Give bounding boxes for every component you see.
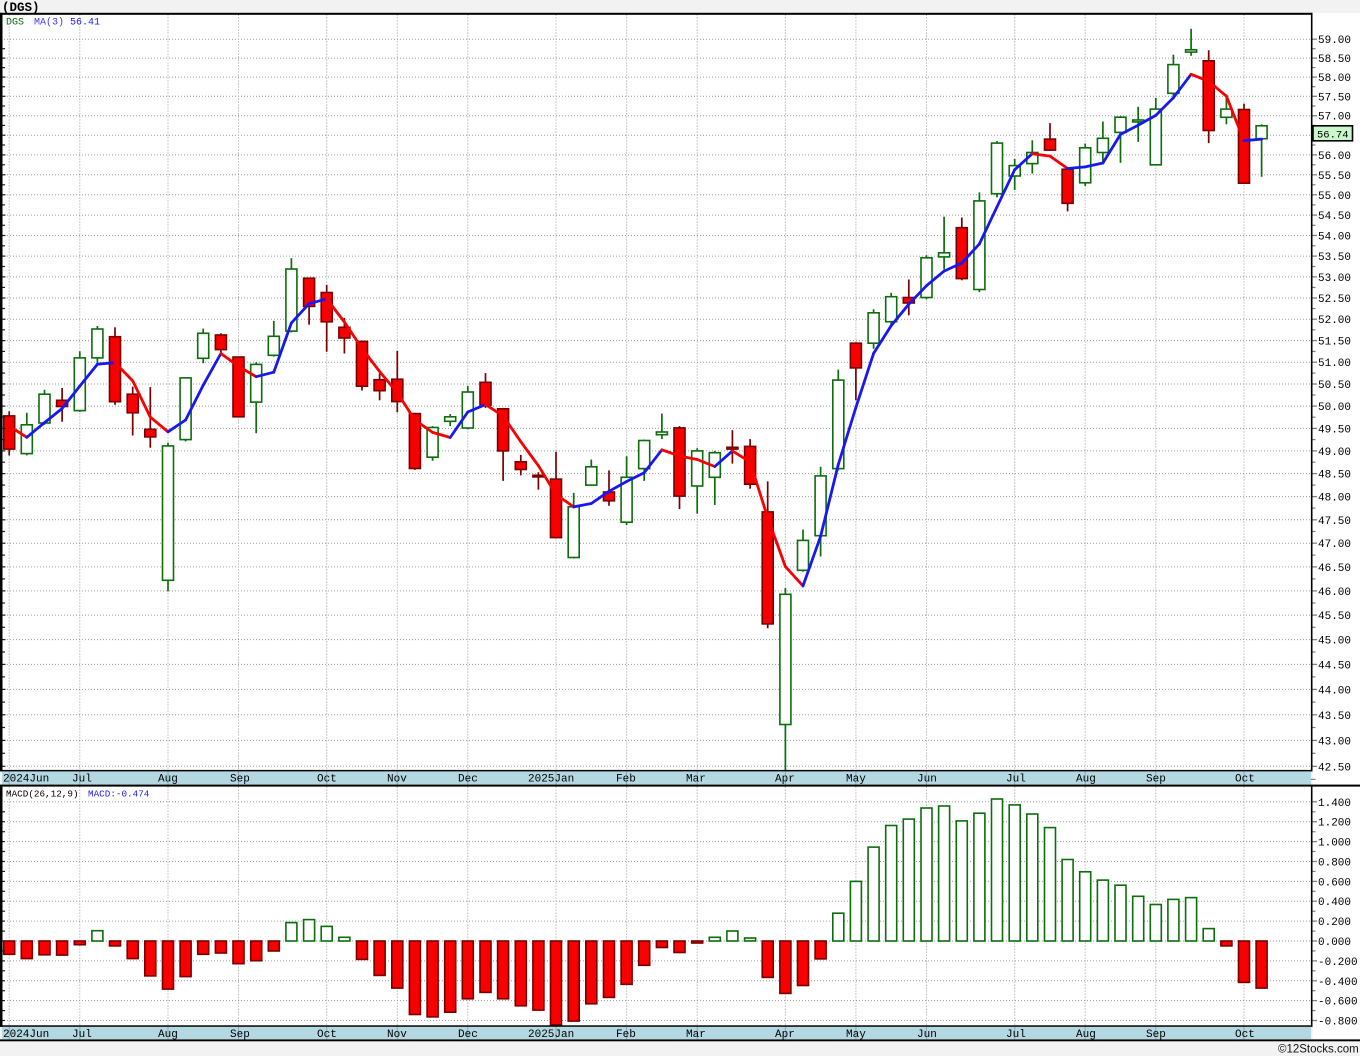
svg-text:Feb: Feb — [616, 1029, 636, 1041]
svg-text:2025Jan: 2025Jan — [528, 774, 574, 786]
svg-text:46.00: 46.00 — [1318, 587, 1351, 599]
svg-text:48.00: 48.00 — [1318, 493, 1351, 505]
svg-text:51.00: 51.00 — [1318, 358, 1351, 370]
svg-text:44.50: 44.50 — [1318, 660, 1351, 672]
svg-text:Aug: Aug — [1076, 774, 1096, 786]
svg-text:Nov: Nov — [387, 1029, 407, 1041]
svg-text:44.00: 44.00 — [1318, 685, 1351, 697]
svg-text:Nov: Nov — [387, 774, 407, 786]
svg-text:47.50: 47.50 — [1318, 516, 1351, 528]
svg-text:0.200: 0.200 — [1318, 917, 1351, 929]
svg-text:1.000: 1.000 — [1318, 838, 1351, 850]
svg-text:Jul: Jul — [72, 774, 92, 786]
svg-text:DGS: DGS — [6, 18, 24, 29]
svg-text:-0.400: -0.400 — [1318, 977, 1358, 989]
svg-text:53.00: 53.00 — [1318, 273, 1351, 285]
svg-text:49.50: 49.50 — [1318, 424, 1351, 436]
svg-text:55.00: 55.00 — [1318, 191, 1351, 203]
svg-text:45.00: 45.00 — [1318, 636, 1351, 648]
svg-text:Oct: Oct — [317, 774, 337, 786]
svg-text:50.00: 50.00 — [1318, 402, 1351, 414]
svg-text:53.50: 53.50 — [1318, 252, 1351, 264]
svg-text:MACD:-0.474: MACD:-0.474 — [88, 789, 150, 800]
svg-text:1.400: 1.400 — [1318, 798, 1351, 810]
svg-text:2025Jan: 2025Jan — [528, 1029, 574, 1041]
svg-text:47.00: 47.00 — [1318, 539, 1351, 551]
svg-text:Jun: Jun — [917, 774, 937, 786]
svg-text:49.00: 49.00 — [1318, 447, 1351, 459]
svg-text:-0.600: -0.600 — [1318, 997, 1358, 1009]
svg-text:Aug: Aug — [158, 1029, 178, 1041]
svg-text:50.50: 50.50 — [1318, 380, 1351, 392]
svg-text:Mar: Mar — [686, 1029, 706, 1041]
svg-text:48.50: 48.50 — [1318, 470, 1351, 482]
svg-text:Aug: Aug — [1076, 1029, 1096, 1041]
svg-text:Jun: Jun — [917, 1029, 937, 1041]
svg-text:0.800: 0.800 — [1318, 858, 1351, 870]
svg-text:Sep: Sep — [1146, 774, 1166, 786]
svg-text:0.400: 0.400 — [1318, 897, 1351, 909]
svg-text:51.50: 51.50 — [1318, 337, 1351, 349]
svg-text:Aug: Aug — [158, 774, 178, 786]
svg-text:Jul: Jul — [1006, 774, 1026, 786]
svg-text:Mar: Mar — [686, 774, 706, 786]
svg-text:©12Stocks.com: ©12Stocks.com — [1278, 1044, 1359, 1056]
svg-text:MA(3): MA(3) — [34, 17, 64, 29]
svg-text:46.50: 46.50 — [1318, 563, 1351, 575]
svg-text:43.00: 43.00 — [1318, 736, 1351, 748]
svg-text:Sep: Sep — [230, 1029, 250, 1041]
svg-text:2024Jun: 2024Jun — [3, 774, 49, 786]
svg-text:43.50: 43.50 — [1318, 711, 1351, 723]
svg-text:Apr: Apr — [775, 774, 795, 786]
svg-text:Oct: Oct — [1235, 1029, 1255, 1041]
svg-text:54.50: 54.50 — [1318, 211, 1351, 223]
svg-text:Dec: Dec — [458, 1029, 478, 1041]
svg-text:55.50: 55.50 — [1318, 171, 1351, 183]
svg-text:(DGS): (DGS) — [2, 1, 40, 15]
svg-text:56.74: 56.74 — [1317, 129, 1349, 141]
svg-text:58.50: 58.50 — [1318, 54, 1351, 66]
svg-text:MACD(26,12,9): MACD(26,12,9) — [6, 789, 79, 800]
svg-text:52.00: 52.00 — [1318, 315, 1351, 327]
svg-text:Oct: Oct — [317, 1029, 337, 1041]
svg-text:54.00: 54.00 — [1318, 232, 1351, 244]
svg-text:42.50: 42.50 — [1318, 762, 1351, 774]
svg-text:Apr: Apr — [775, 1029, 795, 1041]
svg-text:-0.200: -0.200 — [1318, 957, 1358, 969]
svg-text:59.00: 59.00 — [1318, 35, 1351, 47]
svg-text:58.00: 58.00 — [1318, 73, 1351, 85]
svg-text:Sep: Sep — [1146, 1029, 1166, 1041]
svg-text:Oct: Oct — [1235, 774, 1255, 786]
svg-text:Jul: Jul — [1006, 1029, 1026, 1041]
svg-text:56.00: 56.00 — [1318, 151, 1351, 163]
svg-text:Sep: Sep — [230, 774, 250, 786]
svg-text:0.600: 0.600 — [1318, 877, 1351, 889]
svg-text:45.50: 45.50 — [1318, 611, 1351, 623]
svg-text:Jul: Jul — [72, 1029, 92, 1041]
svg-text:57.00: 57.00 — [1318, 112, 1351, 124]
svg-text:-0.800: -0.800 — [1318, 1017, 1358, 1029]
svg-text:May: May — [846, 1029, 866, 1041]
svg-text:57.50: 57.50 — [1318, 92, 1351, 104]
svg-text:Feb: Feb — [616, 774, 636, 786]
svg-text:May: May — [846, 774, 866, 786]
svg-text:56.41: 56.41 — [70, 18, 100, 29]
svg-text:52.50: 52.50 — [1318, 294, 1351, 306]
svg-text:2024Jun: 2024Jun — [3, 1029, 49, 1041]
svg-text:1.200: 1.200 — [1318, 818, 1351, 830]
svg-text:Dec: Dec — [458, 774, 478, 786]
svg-text:0.000: 0.000 — [1318, 937, 1351, 949]
